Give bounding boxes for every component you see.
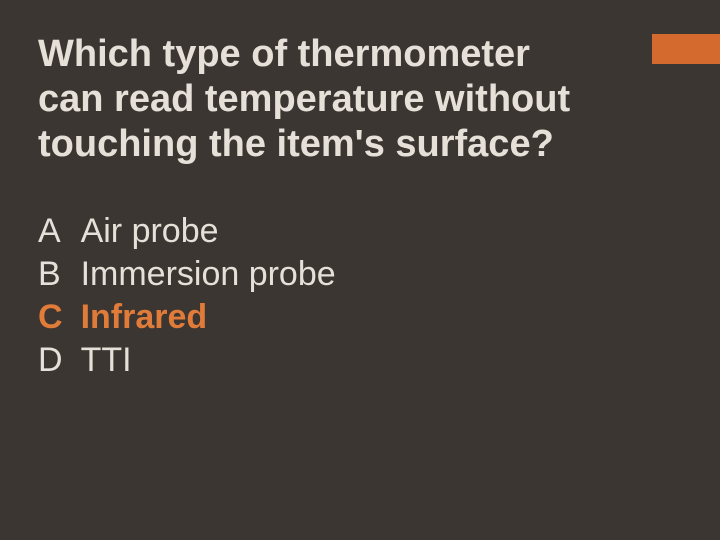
option-row: CInfrared [38, 296, 336, 339]
option-text: Air probe [81, 210, 336, 253]
option-letter: A [38, 210, 81, 253]
question-text: Which type of thermometer can read tempe… [38, 32, 598, 166]
option-letter: D [38, 339, 81, 382]
option-letter: B [38, 253, 81, 296]
options-list: AAir probeBImmersion probeCInfraredDTTI [38, 210, 336, 381]
option-text: Infrared [81, 296, 336, 339]
slide: Which type of thermometer can read tempe… [0, 0, 720, 540]
accent-bar [652, 34, 720, 64]
option-letter: C [38, 296, 81, 339]
option-text: Immersion probe [81, 253, 336, 296]
option-row: DTTI [38, 339, 336, 382]
option-row: BImmersion probe [38, 253, 336, 296]
option-text: TTI [81, 339, 336, 382]
option-row: AAir probe [38, 210, 336, 253]
